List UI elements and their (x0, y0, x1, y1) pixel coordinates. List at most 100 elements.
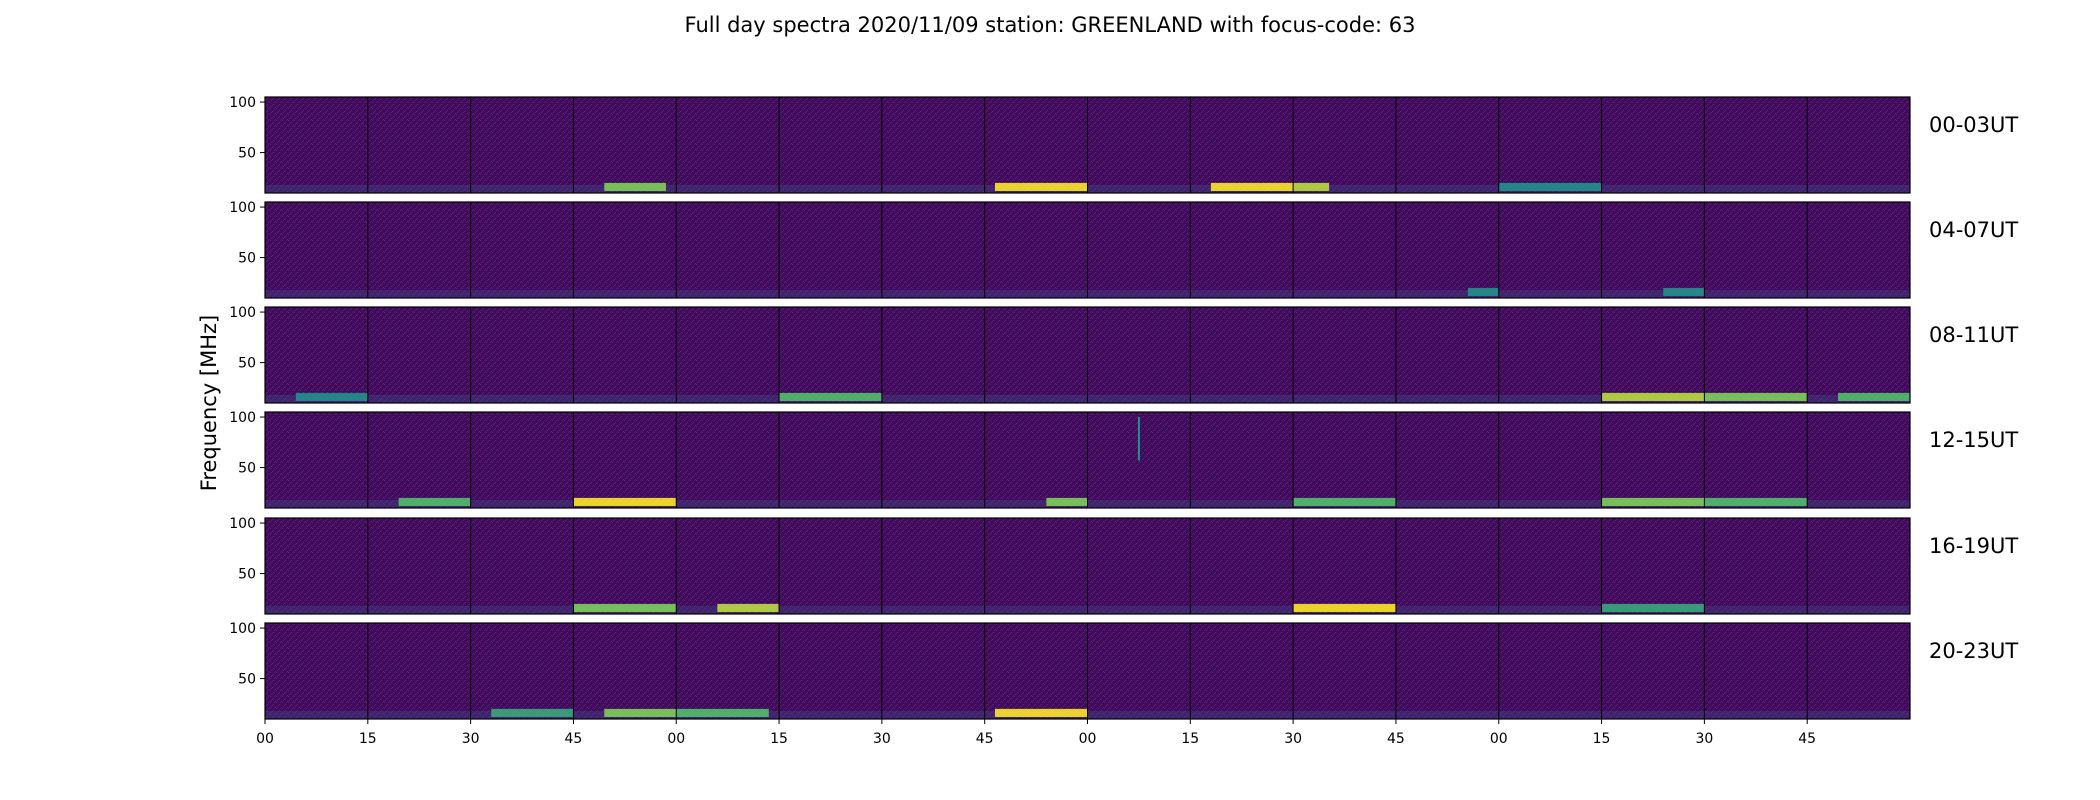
spectrogram-panel (1704, 307, 1808, 403)
spectrogram-panel (573, 412, 677, 508)
x-tick-label: 45 (976, 731, 994, 747)
low-frequency-strip (1704, 605, 1808, 614)
spectrogram-panel (1807, 623, 1910, 719)
low-frequency-strip (573, 289, 677, 298)
interference-band (1046, 497, 1088, 506)
spectrogram-panel (1395, 412, 1499, 508)
spectrogram-panel (881, 623, 985, 719)
spectrogram-panel (1601, 202, 1705, 298)
low-frequency-strip (984, 394, 1088, 403)
low-frequency-strip (1807, 499, 1910, 508)
interference-band (573, 497, 677, 506)
low-frequency-strip (1190, 394, 1294, 403)
spectrogram-panel (470, 307, 574, 403)
interference-band (779, 392, 882, 401)
spectrogram-panel (1293, 202, 1396, 298)
low-frequency-strip (1807, 289, 1910, 298)
spectrogram-panel (1087, 518, 1191, 614)
spectrogram-panel (1704, 97, 1808, 193)
x-tick-label: 30 (1284, 731, 1302, 747)
spectrogram-panel (1395, 518, 1499, 614)
spectrogram-panel (1807, 97, 1910, 193)
spectrogram-panel (1087, 202, 1191, 298)
spectrogram-panel (1395, 307, 1499, 403)
spectrogram-panel (881, 307, 985, 403)
chart-title: Full day spectra 2020/11/09 station: GRE… (685, 13, 1416, 37)
low-frequency-strip (779, 184, 882, 193)
spectrogram-panel (470, 202, 574, 298)
spectrogram-panel (984, 202, 1088, 298)
interference-band (1498, 182, 1602, 191)
spectrogram-panel (1293, 623, 1396, 719)
low-frequency-strip (1087, 499, 1191, 508)
spectrogram-panel (265, 518, 368, 614)
low-frequency-strip (1807, 184, 1910, 193)
spectra-row: 50 100 04-07UT (229, 200, 2018, 299)
spectrogram-panel (1190, 97, 1294, 193)
low-frequency-strip (265, 605, 368, 614)
low-frequency-strip (1807, 605, 1910, 614)
low-frequency-strip (1395, 499, 1499, 508)
row-time-label: 04-07UT (1929, 218, 2018, 242)
x-tick-label: 00 (1490, 731, 1508, 747)
low-frequency-strip (881, 289, 985, 298)
spectrogram-panel (265, 202, 368, 298)
low-frequency-strip (367, 394, 471, 403)
spectrogram-panel (470, 623, 574, 719)
spectrogram-panel (367, 307, 471, 403)
low-frequency-strip (1087, 605, 1191, 614)
spectrogram-panel (1293, 518, 1396, 614)
spectrogram-panel (1087, 97, 1191, 193)
spectrogram-panel (573, 623, 677, 719)
x-tick-label: 45 (1387, 731, 1405, 747)
low-frequency-strip (1395, 184, 1499, 193)
interference-band (994, 182, 1088, 191)
low-frequency-strip (779, 710, 882, 719)
spectrogram-panel (984, 307, 1088, 403)
y-tick-label: 50 (238, 567, 256, 583)
spectrogram-panel (1601, 412, 1705, 508)
low-frequency-strip (779, 289, 882, 298)
y-tick-label: 50 (238, 251, 256, 267)
y-tick-label: 100 (229, 95, 256, 111)
spectrogram-panel (881, 202, 985, 298)
interference-band (1210, 182, 1294, 191)
spectrogram-panel (1498, 518, 1602, 614)
x-tick-label: 00 (667, 731, 685, 747)
spectrogram-panel (1498, 307, 1602, 403)
spectrogram-panel (779, 307, 882, 403)
x-tick-label: 45 (565, 731, 583, 747)
interference-band (1601, 392, 1705, 401)
low-frequency-strip (779, 499, 882, 508)
low-frequency-strip (881, 710, 985, 719)
interference-band (1293, 497, 1396, 506)
spectrogram-panel (1807, 518, 1910, 614)
spectrogram-panel (1807, 307, 1910, 403)
spectrogram-panel (573, 518, 677, 614)
x-tick-label: 15 (1181, 731, 1199, 747)
spectrogram-panel (1498, 202, 1602, 298)
x-tick-label: 15 (359, 731, 377, 747)
spectrogram-panel (367, 518, 471, 614)
spectrogram-panel (573, 307, 677, 403)
spectrogram-panel (676, 518, 780, 614)
row-frame (264, 411, 1911, 509)
spectrogram-panel (676, 412, 780, 508)
spectrogram-panel (470, 412, 574, 508)
low-frequency-strip (470, 394, 574, 403)
low-frequency-strip (265, 184, 368, 193)
interference-band (1663, 287, 1705, 296)
low-frequency-strip (779, 605, 882, 614)
spectrogram-panel (984, 97, 1088, 193)
spectrogram-panel (1601, 518, 1705, 614)
spectrogram-panel (1601, 623, 1705, 719)
spectrogram-panel (984, 623, 1088, 719)
low-frequency-strip (1293, 289, 1396, 298)
spectrogram-panel (1395, 97, 1499, 193)
low-frequency-strip (1087, 184, 1191, 193)
spectrogram-panel (573, 97, 677, 193)
spectrogram-panel (779, 202, 882, 298)
spectrogram-panel (676, 307, 780, 403)
low-frequency-strip (1704, 710, 1808, 719)
